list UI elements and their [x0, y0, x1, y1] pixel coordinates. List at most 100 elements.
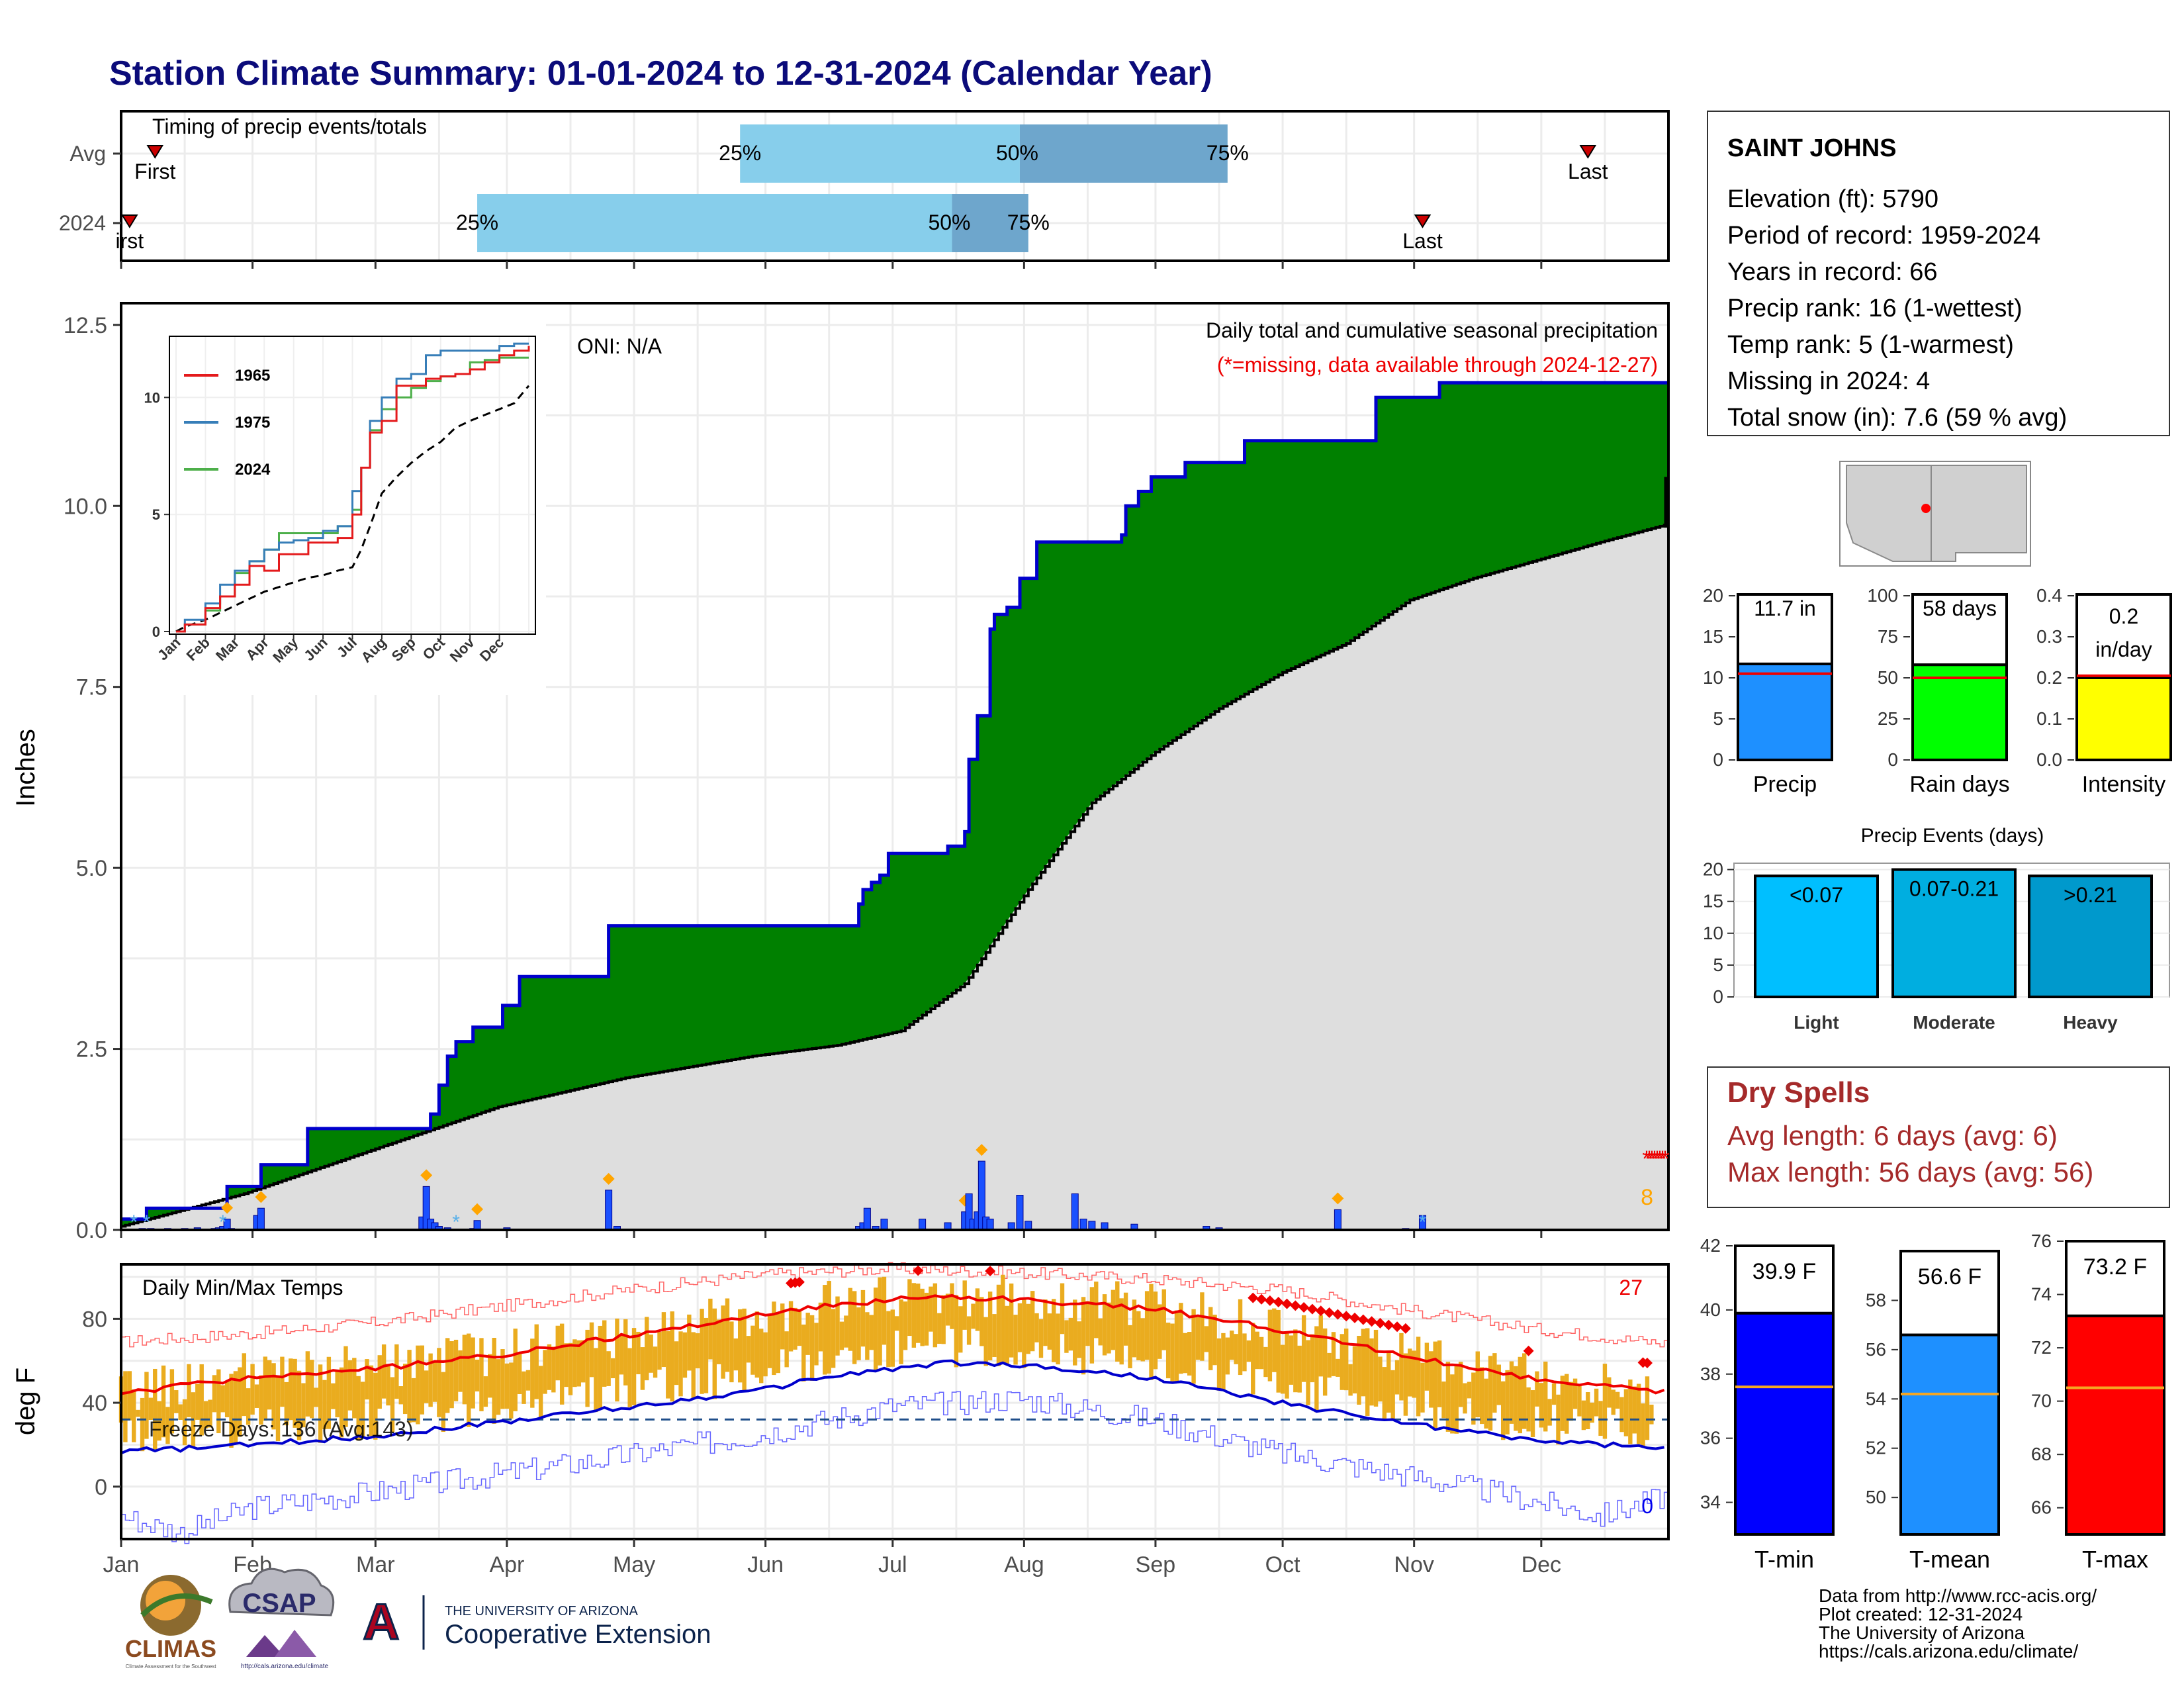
daily-precip-bar [986, 1219, 994, 1231]
month-tick-label-may: May [613, 1552, 655, 1577]
daily-temp-range-bar [1378, 1356, 1383, 1402]
daily-temp-range-bar [716, 1319, 721, 1364]
daily-temp-range-bar [318, 1364, 323, 1443]
daily-temp-range-bar [954, 1295, 959, 1368]
daily-temp-range-bar [1128, 1325, 1132, 1368]
daily-temp-range-bar [551, 1346, 556, 1393]
daily-temp-range-bar [1615, 1391, 1620, 1409]
daily-temp-range-bar [911, 1283, 917, 1348]
missing-day-marker: * [1653, 1147, 1661, 1172]
daily-temp-range-bar [1017, 1303, 1023, 1352]
inset-average-line [175, 385, 530, 633]
mini-bar-tick-label: 10 [1703, 667, 1723, 688]
precip-events-chart: Precip Events (days) 0 5 10 15 20 <0.07 Light 0… [1703, 825, 2170, 1033]
daily-temp-range-bar [729, 1321, 734, 1383]
temp-summary-header-box [2065, 1240, 2165, 1317]
daily-temp-range-bar [856, 1307, 861, 1360]
record-high-marker [1349, 1312, 1360, 1323]
record-high-count: 27 [1619, 1276, 1643, 1299]
daily-temp-range-bar [1649, 1404, 1654, 1425]
daily-temp-range-bar [1632, 1386, 1637, 1434]
daily-temp-range-bar [136, 1409, 140, 1417]
daily-temp-range-bar [246, 1388, 251, 1425]
daily-temp-range-bar [580, 1340, 586, 1383]
daily-precip-record-marker [1332, 1192, 1344, 1205]
daily-temp-range-bar [733, 1338, 738, 1371]
ua-logo-letter: A [363, 1594, 400, 1650]
inset-y-tick-label: 0 [152, 624, 160, 640]
daily-precip-record-marker [976, 1144, 988, 1156]
mini-bar-tick-label: 0 [1888, 749, 1898, 770]
record-high-marker [1281, 1298, 1293, 1309]
daily-precip-bar [1079, 1219, 1087, 1231]
mini-bar-tick-label: 5 [1713, 708, 1723, 729]
daily-temp-range-bar [1560, 1376, 1565, 1431]
mini-bar-value-label: in/day [2095, 637, 2152, 661]
daily-temp-range-bar [844, 1315, 848, 1348]
daily-temp-range-bar [1535, 1371, 1539, 1407]
dry-spells-title: Dry Spells [1727, 1076, 1870, 1109]
daily-temp-range-bar [899, 1299, 903, 1364]
daily-precip-bar [1016, 1195, 1024, 1231]
timing-avg-label-25: 25% [719, 141, 761, 165]
month-tick-label-nov: Nov [1394, 1552, 1433, 1577]
daily-precip-record-marker [420, 1169, 433, 1182]
mini-bar-header-box [1911, 593, 2008, 667]
daily-temp-range-bar [848, 1288, 852, 1351]
daily-temp-range-bar [1598, 1401, 1603, 1436]
daily-temp-range-bar [522, 1371, 526, 1404]
daily-temp-range-bar [1064, 1320, 1069, 1353]
precip-y-tick-label: 7.5 [76, 675, 107, 700]
missing-day-marker: * [1647, 1147, 1656, 1172]
daily-temp-range-bar [1272, 1308, 1277, 1372]
precip-y-tick-label: 12.5 [64, 313, 107, 338]
daily-temp-range-bar [1246, 1340, 1251, 1362]
station-location-dot [1921, 504, 1931, 513]
cumulative-above-average-area [121, 383, 1668, 1227]
daily-temp-range-bar [301, 1383, 306, 1428]
daily-temp-range-bar [437, 1348, 441, 1417]
temp-summary-tick-label: 38 [1700, 1364, 1721, 1384]
daily-temp-range-bar [907, 1279, 912, 1336]
temp-y-label: deg F [11, 1368, 40, 1435]
daily-temp-range-bar [377, 1355, 382, 1409]
oni-label: ONI: N/A [577, 334, 662, 358]
daily-temp-range-bar [224, 1381, 230, 1418]
daily-temp-range-bar [1115, 1281, 1120, 1362]
daily-temp-range-bar [1327, 1352, 1332, 1378]
temp-panel-title: Daily Min/Max Temps [142, 1276, 343, 1299]
daily-temp-range-bar [284, 1382, 289, 1426]
daily-temp-range-bar [594, 1348, 598, 1413]
daily-temp-range-bar [869, 1315, 874, 1350]
page-title: Station Climate Summary: 01-01-2024 to 1… [109, 54, 1212, 93]
daily-temp-range-bar [1475, 1351, 1480, 1418]
station-line-temp-rank: Temp rank: 5 (1-warmest) [1727, 331, 2014, 359]
daily-temp-range-bar [1280, 1344, 1285, 1394]
precip-events-category-label: Heavy [2063, 1012, 2118, 1033]
average-cumulative-area [121, 524, 1668, 1230]
precip-legend-title: Daily total and cumulative seasonal prec… [1206, 318, 1658, 342]
daily-temp-range-bar [1611, 1389, 1615, 1415]
daily-temp-range-bar [1183, 1333, 1187, 1374]
daily-temp-range-bar [1060, 1283, 1065, 1335]
record-high-marker [1392, 1321, 1403, 1333]
daily-precip-bar [605, 1190, 613, 1231]
daily-temp-range-bar [929, 1286, 933, 1332]
daily-temp-range-bar [1484, 1378, 1488, 1429]
station-line-missing: Missing in 2024: 4 [1727, 367, 1930, 395]
daily-temp-range-bar [1641, 1403, 1645, 1448]
timing-avg-label-50: 50% [996, 141, 1038, 165]
daily-temp-range-bar [1505, 1370, 1510, 1434]
temp-summary-tick-label: 52 [1866, 1438, 1886, 1458]
month-tick-label-dec: Dec [1522, 1552, 1561, 1577]
mini-bar-tick-label: 25 [1878, 708, 1898, 729]
daily-temp-range-bar [1437, 1340, 1442, 1407]
daily-temp-range-bar [1204, 1326, 1209, 1352]
daily-temp-range-bar [1331, 1332, 1336, 1376]
daily-temp-range-bar [1518, 1356, 1523, 1434]
missing-count: 8 [1641, 1185, 1653, 1210]
daily-temp-range-bar [1433, 1341, 1437, 1429]
daily-temp-range-bar [767, 1315, 772, 1368]
daily-temp-range-bar [903, 1301, 908, 1350]
